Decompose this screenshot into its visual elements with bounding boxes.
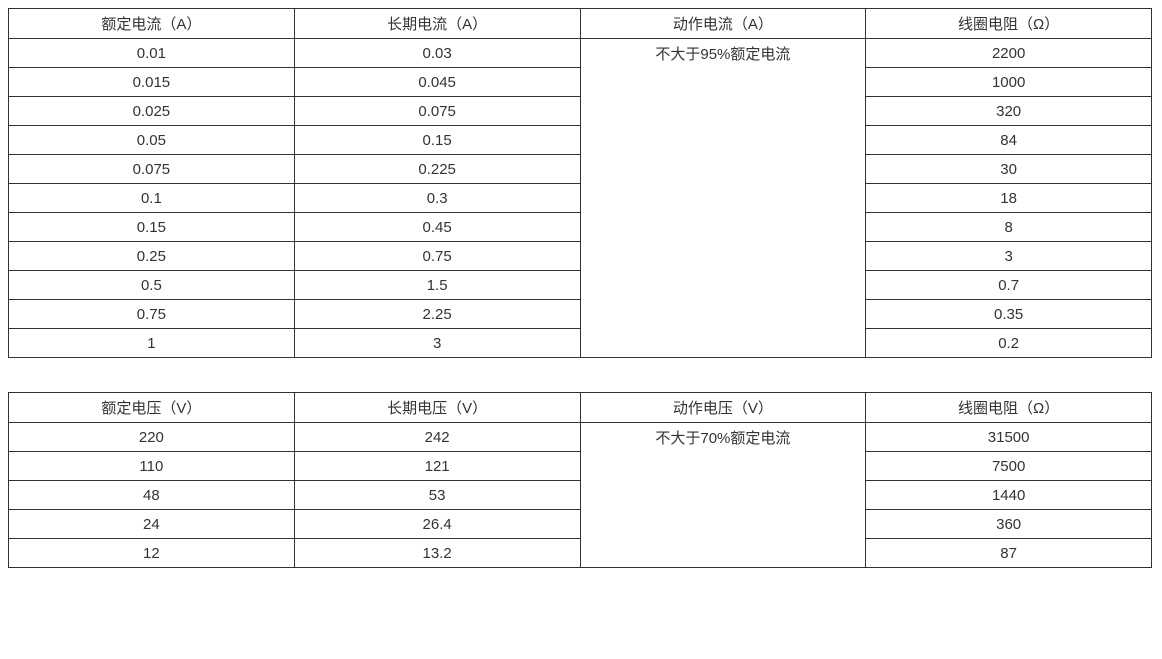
cell-longterm-current: 3 xyxy=(294,329,580,358)
cell-coil-resistance: 84 xyxy=(866,126,1152,155)
cell-coil-resistance: 360 xyxy=(866,510,1152,539)
table-row: 220 242 不大于70%额定电流 31500 xyxy=(9,423,1152,452)
header-action-voltage: 动作电压（V） xyxy=(580,393,866,423)
table-header-row: 额定电压（V） 长期电压（V） 动作电压（V） 线圈电阻（Ω） xyxy=(9,393,1152,423)
voltage-spec-table: 额定电压（V） 长期电压（V） 动作电压（V） 线圈电阻（Ω） 220 242 … xyxy=(8,392,1152,568)
table-row: 0.01 0.03 不大于95%额定电流 2200 xyxy=(9,39,1152,68)
cell-rated-current: 0.25 xyxy=(9,242,295,271)
cell-rated-current: 0.05 xyxy=(9,126,295,155)
cell-coil-resistance: 31500 xyxy=(866,423,1152,452)
cell-longterm-voltage: 26.4 xyxy=(294,510,580,539)
cell-action-current-merged: 不大于95%额定电流 xyxy=(580,39,866,358)
cell-longterm-current: 0.03 xyxy=(294,39,580,68)
header-longterm-current: 长期电流（A） xyxy=(294,9,580,39)
cell-longterm-current: 0.3 xyxy=(294,184,580,213)
cell-rated-voltage: 110 xyxy=(9,452,295,481)
cell-rated-current: 0.025 xyxy=(9,97,295,126)
cell-coil-resistance: 0.35 xyxy=(866,300,1152,329)
current-spec-table: 额定电流（A） 长期电流（A） 动作电流（A） 线圈电阻（Ω） 0.01 0.0… xyxy=(8,8,1152,358)
cell-rated-voltage: 24 xyxy=(9,510,295,539)
cell-longterm-current: 0.15 xyxy=(294,126,580,155)
cell-longterm-current: 0.45 xyxy=(294,213,580,242)
table-gap xyxy=(8,358,1154,392)
cell-rated-voltage: 220 xyxy=(9,423,295,452)
cell-rated-current: 0.75 xyxy=(9,300,295,329)
header-coil-resistance: 线圈电阻（Ω） xyxy=(866,9,1152,39)
header-rated-current: 额定电流（A） xyxy=(9,9,295,39)
header-action-current: 动作电流（A） xyxy=(580,9,866,39)
cell-coil-resistance: 30 xyxy=(866,155,1152,184)
cell-coil-resistance: 3 xyxy=(866,242,1152,271)
cell-rated-voltage: 48 xyxy=(9,481,295,510)
cell-coil-resistance: 320 xyxy=(866,97,1152,126)
cell-longterm-voltage: 121 xyxy=(294,452,580,481)
cell-rated-current: 0.075 xyxy=(9,155,295,184)
cell-coil-resistance: 0.7 xyxy=(866,271,1152,300)
cell-longterm-voltage: 13.2 xyxy=(294,539,580,568)
cell-rated-current: 0.015 xyxy=(9,68,295,97)
cell-rated-voltage: 12 xyxy=(9,539,295,568)
cell-rated-current: 0.15 xyxy=(9,213,295,242)
header-longterm-voltage: 长期电压（V） xyxy=(294,393,580,423)
header-rated-voltage: 额定电压（V） xyxy=(9,393,295,423)
cell-coil-resistance: 2200 xyxy=(866,39,1152,68)
cell-rated-current: 1 xyxy=(9,329,295,358)
cell-rated-current: 0.1 xyxy=(9,184,295,213)
cell-rated-current: 0.5 xyxy=(9,271,295,300)
cell-action-voltage-merged: 不大于70%额定电流 xyxy=(580,423,866,568)
cell-longterm-current: 0.75 xyxy=(294,242,580,271)
cell-rated-current: 0.01 xyxy=(9,39,295,68)
header-coil-resistance: 线圈电阻（Ω） xyxy=(866,393,1152,423)
cell-coil-resistance: 87 xyxy=(866,539,1152,568)
cell-longterm-voltage: 242 xyxy=(294,423,580,452)
cell-coil-resistance: 8 xyxy=(866,213,1152,242)
cell-coil-resistance: 1440 xyxy=(866,481,1152,510)
cell-longterm-current: 0.045 xyxy=(294,68,580,97)
cell-coil-resistance: 18 xyxy=(866,184,1152,213)
cell-longterm-current: 1.5 xyxy=(294,271,580,300)
cell-longterm-current: 0.075 xyxy=(294,97,580,126)
cell-coil-resistance: 7500 xyxy=(866,452,1152,481)
cell-coil-resistance: 0.2 xyxy=(866,329,1152,358)
cell-longterm-current: 2.25 xyxy=(294,300,580,329)
cell-longterm-voltage: 53 xyxy=(294,481,580,510)
cell-coil-resistance: 1000 xyxy=(866,68,1152,97)
table-header-row: 额定电流（A） 长期电流（A） 动作电流（A） 线圈电阻（Ω） xyxy=(9,9,1152,39)
cell-longterm-current: 0.225 xyxy=(294,155,580,184)
